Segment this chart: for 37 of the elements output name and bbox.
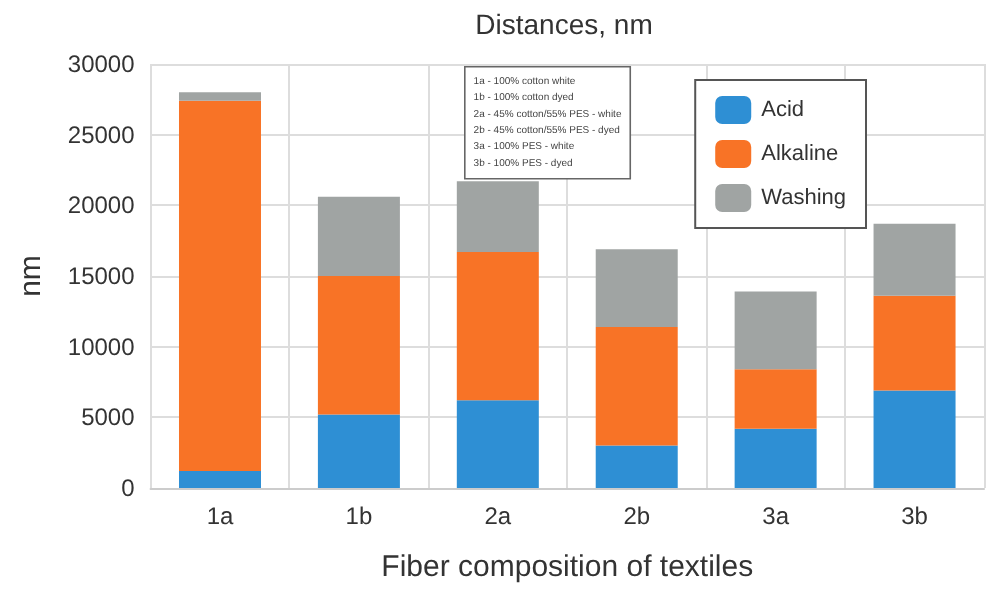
y-tick-label: 15000: [67, 262, 136, 290]
bar: [317, 276, 400, 415]
bar: [317, 414, 400, 488]
bar: [734, 369, 817, 429]
bar: [456, 400, 539, 488]
bar: [178, 92, 261, 101]
bar: [734, 291, 817, 370]
x-tick-label: 2a: [484, 502, 512, 530]
bar: [873, 223, 956, 296]
x-tick-label: 3b: [901, 502, 929, 530]
y-tick-label: 5000: [81, 403, 136, 432]
x-tick-label: 1a: [206, 502, 234, 530]
bar: [873, 295, 956, 391]
chart-title: Distances, nm: [475, 8, 653, 40]
x-tick-label: 1b: [345, 502, 373, 530]
bar: [873, 390, 956, 488]
y-tick-label: 10000: [67, 332, 136, 361]
legend-label: Acid: [761, 98, 805, 122]
bar: [595, 249, 678, 327]
bar: [178, 471, 261, 488]
y-tick-label: 20000: [67, 191, 136, 220]
y-tick-label: 0: [121, 474, 136, 502]
bar: [595, 445, 678, 488]
bar: [734, 428, 817, 488]
x-tick-label: 2b: [623, 502, 651, 530]
y-tick-label: 25000: [67, 120, 136, 149]
y-tick-label: 30000: [67, 50, 136, 78]
bar: [317, 196, 400, 276]
x-axis-title: Fiber composition of textiles: [381, 550, 754, 584]
bar: [456, 181, 539, 252]
legend-label: Alkaline: [761, 142, 839, 166]
y-axis-title: nm: [14, 255, 48, 297]
x-tick-label: 3a: [762, 502, 790, 530]
bar: [595, 326, 678, 446]
bar: [178, 100, 261, 472]
legend-label: Washing: [761, 186, 846, 210]
bar: [456, 251, 539, 401]
